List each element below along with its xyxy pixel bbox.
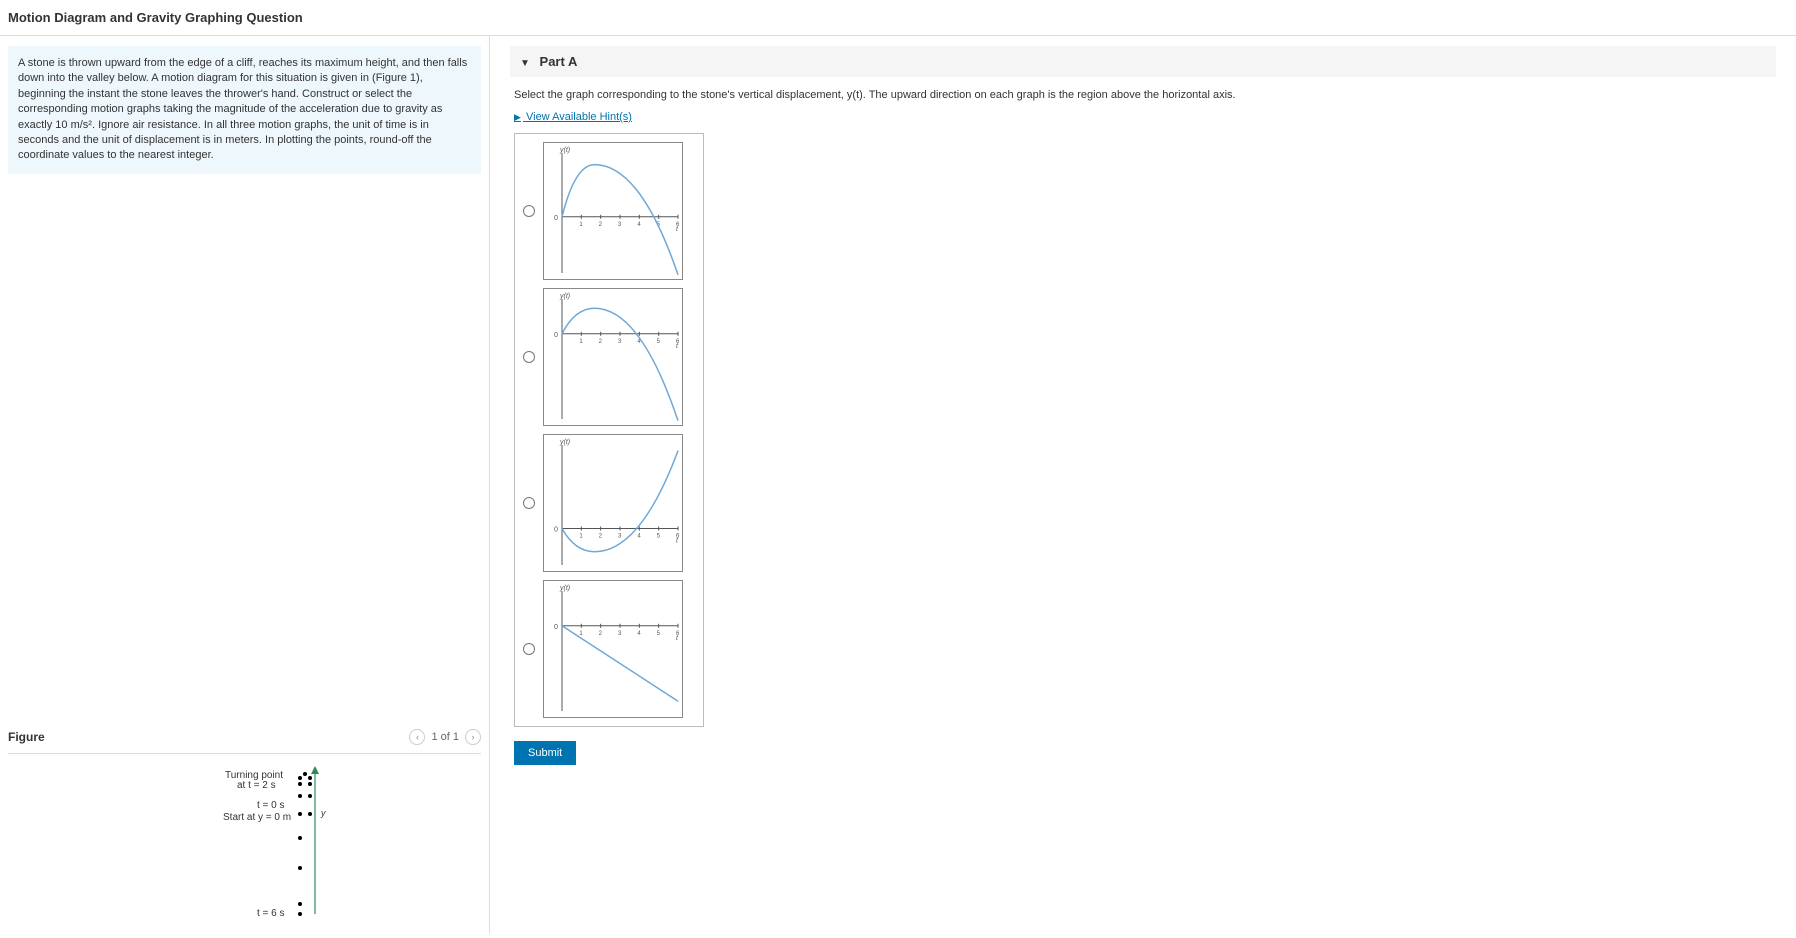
chevron-down-icon: ▼ xyxy=(520,58,530,69)
svg-text:6: 6 xyxy=(676,534,680,540)
choice-radio-C[interactable] xyxy=(523,497,535,509)
svg-text:2: 2 xyxy=(599,534,603,540)
svg-text:6: 6 xyxy=(676,222,680,228)
pager-text: 1 of 1 xyxy=(431,731,459,743)
choice-row-C[interactable]: 0y(t)t123456 xyxy=(523,434,695,572)
right-pane: ▼ Part A Select the graph corresponding … xyxy=(490,36,1796,934)
pager-next-button[interactable]: › xyxy=(465,729,481,745)
main-container: A stone is thrown upward from the edge o… xyxy=(0,36,1796,934)
svg-text:4: 4 xyxy=(637,222,641,228)
svg-text:y(t): y(t) xyxy=(559,439,570,446)
choice-graph-D: 0y(t)t123456 xyxy=(543,580,683,718)
page-title: Motion Diagram and Gravity Graphing Ques… xyxy=(0,0,1796,36)
figure-pager: ‹ 1 of 1 › xyxy=(409,729,481,745)
figure-title: Figure xyxy=(8,730,45,744)
svg-text:4: 4 xyxy=(637,631,641,637)
svg-text:3: 3 xyxy=(618,339,622,345)
figure-header: Figure ‹ 1 of 1 › xyxy=(8,729,481,754)
label-end-time: t = 6 s xyxy=(257,908,285,919)
part-a-instruction: Select the graph corresponding to the st… xyxy=(514,89,1776,101)
part-a-header[interactable]: ▼ Part A xyxy=(510,46,1776,77)
view-hints-link[interactable]: ▶ View Available Hint(s) xyxy=(514,111,632,123)
svg-text:0: 0 xyxy=(554,215,558,222)
label-start-pos: Start at y = 0 m xyxy=(223,812,291,823)
label-start-time: t = 0 s xyxy=(257,800,285,811)
svg-text:y(t): y(t) xyxy=(559,293,570,300)
choices-box: 0y(t)t1234560y(t)t1234560y(t)t1234560y(t… xyxy=(514,133,704,727)
choice-row-D[interactable]: 0y(t)t123456 xyxy=(523,580,695,718)
problem-text: A stone is thrown upward from the edge o… xyxy=(18,57,467,161)
svg-text:2: 2 xyxy=(599,222,603,228)
choice-radio-B[interactable] xyxy=(523,351,535,363)
svg-text:0: 0 xyxy=(554,624,558,631)
chevron-right-icon: ▶ xyxy=(514,112,521,122)
hints-label: View Available Hint(s) xyxy=(526,111,632,123)
svg-text:1: 1 xyxy=(579,534,583,540)
svg-text:y: y xyxy=(320,808,326,818)
svg-text:3: 3 xyxy=(618,631,622,637)
figure-body: y xyxy=(8,754,481,924)
svg-text:5: 5 xyxy=(657,339,661,345)
choice-radio-A[interactable] xyxy=(523,205,535,217)
choice-graph-B: 0y(t)t123456 xyxy=(543,288,683,426)
submit-button[interactable]: Submit xyxy=(514,741,576,765)
svg-text:3: 3 xyxy=(618,222,622,228)
figure-section: Figure ‹ 1 of 1 › y xyxy=(8,729,481,924)
choice-row-A[interactable]: 0y(t)t123456 xyxy=(523,142,695,280)
svg-text:4: 4 xyxy=(637,534,641,540)
svg-text:1: 1 xyxy=(579,339,583,345)
svg-text:y(t): y(t) xyxy=(559,147,570,154)
svg-text:0: 0 xyxy=(554,527,558,534)
svg-text:6: 6 xyxy=(676,631,680,637)
svg-text:0: 0 xyxy=(554,332,558,339)
label-turning-time: at t = 2 s xyxy=(237,780,276,791)
svg-text:2: 2 xyxy=(599,631,603,637)
svg-text:y(t): y(t) xyxy=(559,585,570,592)
svg-text:1: 1 xyxy=(579,222,583,228)
choice-graph-A: 0y(t)t123456 xyxy=(543,142,683,280)
svg-text:2: 2 xyxy=(599,339,603,345)
svg-text:5: 5 xyxy=(657,631,661,637)
svg-text:5: 5 xyxy=(657,534,661,540)
pager-prev-button[interactable]: ‹ xyxy=(409,729,425,745)
svg-text:3: 3 xyxy=(618,534,622,540)
svg-text:1: 1 xyxy=(579,631,583,637)
choice-row-B[interactable]: 0y(t)t123456 xyxy=(523,288,695,426)
motion-diagram: y xyxy=(105,764,385,924)
problem-statement: A stone is thrown upward from the edge o… xyxy=(8,46,481,174)
left-pane: A stone is thrown upward from the edge o… xyxy=(0,36,490,934)
part-a-title: Part A xyxy=(540,54,578,69)
svg-text:6: 6 xyxy=(676,339,680,345)
choice-radio-D[interactable] xyxy=(523,643,535,655)
choice-graph-C: 0y(t)t123456 xyxy=(543,434,683,572)
